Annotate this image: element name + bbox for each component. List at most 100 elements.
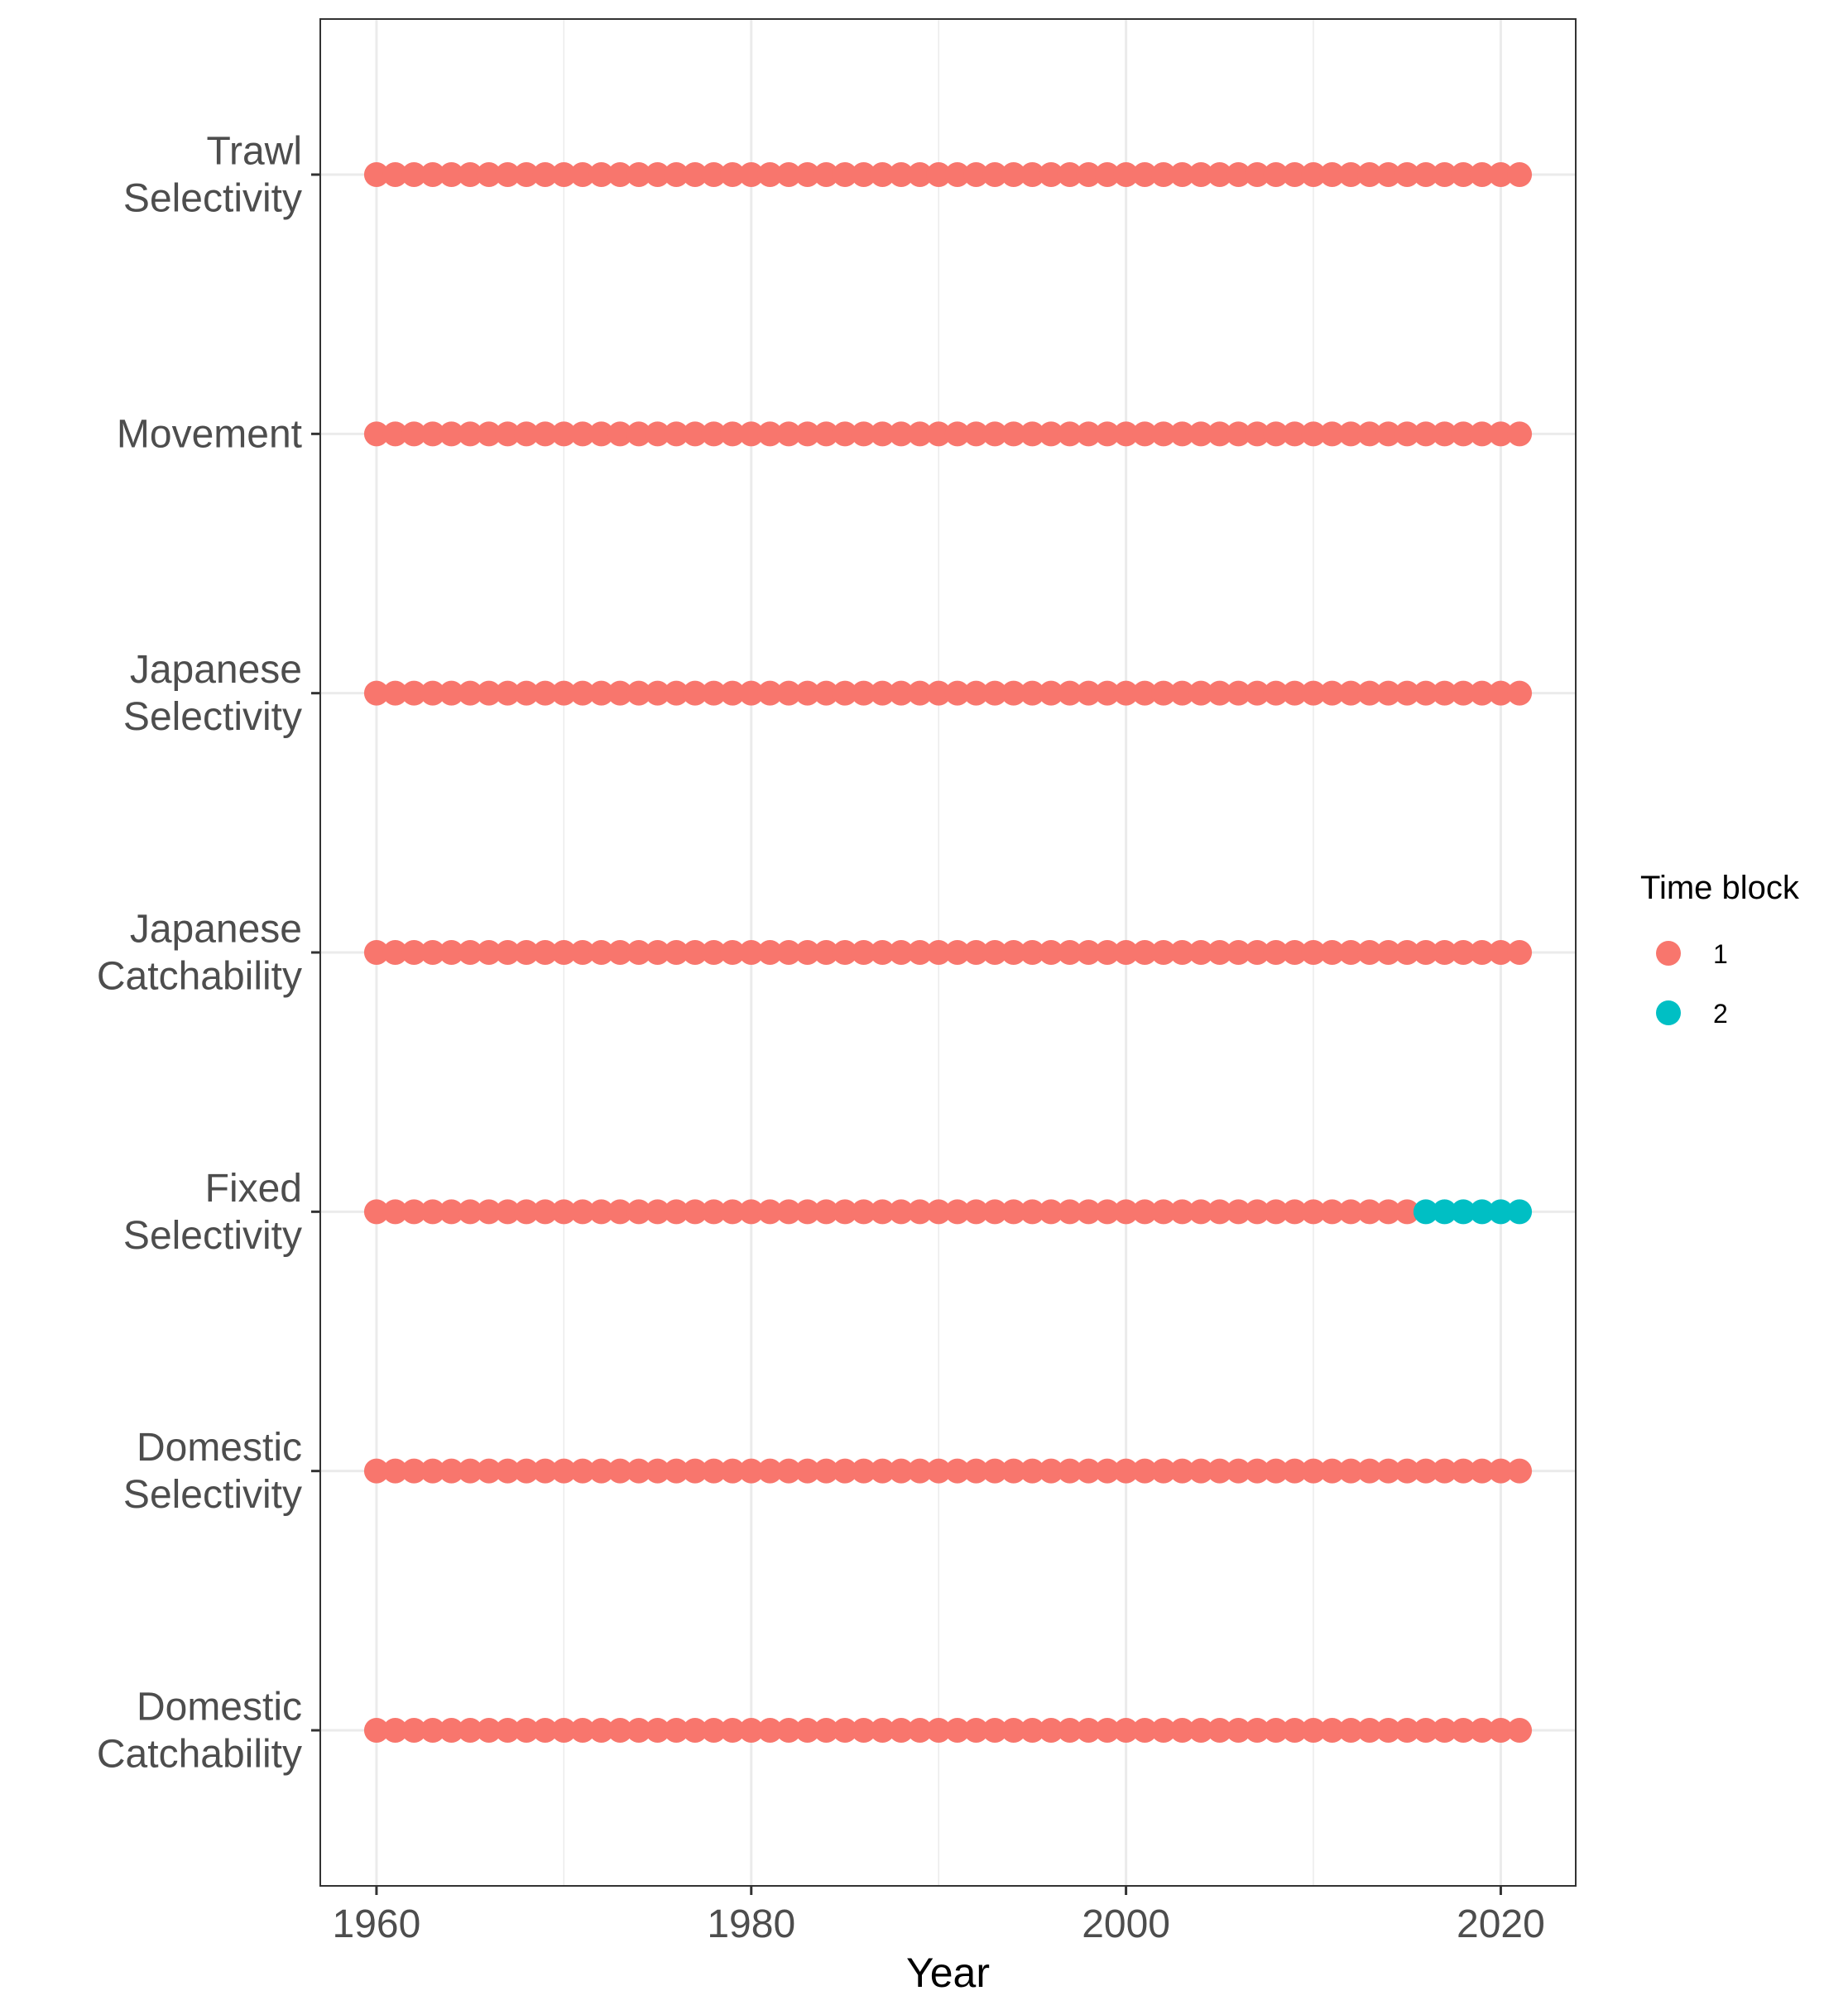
data-point bbox=[1132, 680, 1158, 706]
data-point bbox=[1169, 940, 1195, 965]
data-point bbox=[907, 162, 933, 187]
data-point bbox=[476, 162, 502, 187]
data-point bbox=[495, 1718, 521, 1743]
data-point bbox=[1338, 680, 1364, 706]
data-point bbox=[645, 1199, 670, 1225]
data-point bbox=[495, 1199, 521, 1225]
data-point bbox=[738, 421, 764, 447]
data-point bbox=[1394, 940, 1420, 965]
data-point bbox=[1356, 421, 1382, 447]
data-point bbox=[907, 1199, 933, 1225]
data-point bbox=[532, 1718, 558, 1743]
data-point bbox=[1319, 1718, 1345, 1743]
data-point bbox=[1132, 1458, 1158, 1484]
data-point bbox=[1507, 1458, 1533, 1484]
data-point bbox=[701, 1718, 727, 1743]
data-point bbox=[532, 680, 558, 706]
data-point bbox=[1001, 421, 1026, 447]
data-point bbox=[1263, 1458, 1289, 1484]
data-point bbox=[1356, 940, 1382, 965]
data-point bbox=[645, 162, 670, 187]
data-point bbox=[607, 940, 633, 965]
data-point bbox=[532, 162, 558, 187]
data-point bbox=[645, 1458, 670, 1484]
y-tick-label: Japanese Selectivity bbox=[123, 648, 302, 739]
data-point bbox=[1094, 162, 1120, 187]
data-point bbox=[1076, 680, 1102, 706]
data-point bbox=[1469, 1458, 1495, 1484]
data-point bbox=[682, 940, 708, 965]
data-point bbox=[907, 1458, 933, 1484]
data-point bbox=[645, 1718, 670, 1743]
x-axis: 1960 1980 2000 2020 bbox=[333, 1886, 1545, 1946]
data-point bbox=[1413, 1718, 1438, 1743]
data-point bbox=[832, 1199, 857, 1225]
data-point bbox=[1039, 1718, 1064, 1743]
data-point bbox=[1432, 1718, 1457, 1743]
data-point bbox=[1132, 162, 1158, 187]
data-point bbox=[1432, 162, 1457, 187]
data-point bbox=[1076, 940, 1102, 965]
data-point bbox=[664, 940, 689, 965]
data-point bbox=[1132, 940, 1158, 965]
data-point bbox=[1451, 680, 1476, 706]
data-point bbox=[794, 162, 820, 187]
y-tick-label: Movement bbox=[117, 412, 302, 456]
data-point bbox=[363, 1718, 389, 1743]
data-point bbox=[626, 421, 651, 447]
data-point bbox=[1375, 421, 1401, 447]
data-point bbox=[551, 1718, 577, 1743]
data-point bbox=[1001, 1718, 1026, 1743]
data-point bbox=[1188, 1458, 1214, 1484]
data-point bbox=[738, 940, 764, 965]
data-point bbox=[1432, 940, 1457, 965]
data-point bbox=[1057, 421, 1082, 447]
x-tick-label: 1980 bbox=[707, 1902, 795, 1946]
data-point bbox=[363, 940, 389, 965]
data-point bbox=[1301, 1199, 1327, 1225]
data-point bbox=[551, 680, 577, 706]
data-point bbox=[720, 1458, 746, 1484]
data-point bbox=[382, 680, 408, 706]
data-point bbox=[963, 680, 989, 706]
data-point bbox=[1356, 1458, 1382, 1484]
data-point bbox=[1469, 680, 1495, 706]
y-tick-label: Domestic Catchability bbox=[97, 1686, 302, 1777]
data-point bbox=[851, 1458, 876, 1484]
data-point bbox=[551, 940, 577, 965]
data-point bbox=[794, 1199, 820, 1225]
data-point bbox=[1188, 680, 1214, 706]
data-point bbox=[1076, 162, 1102, 187]
data-point bbox=[1020, 162, 1045, 187]
data-point bbox=[1413, 421, 1438, 447]
data-point bbox=[1226, 162, 1251, 187]
data-point bbox=[1507, 680, 1533, 706]
data-point bbox=[1113, 1718, 1139, 1743]
data-point bbox=[982, 940, 1008, 965]
data-point bbox=[588, 1718, 614, 1743]
data-point bbox=[794, 680, 820, 706]
legend-key bbox=[1656, 941, 1681, 966]
data-point bbox=[776, 1199, 802, 1225]
data-point bbox=[1469, 940, 1495, 965]
data-point bbox=[1207, 1718, 1232, 1743]
data-point bbox=[1150, 421, 1176, 447]
data-point bbox=[363, 680, 389, 706]
data-point bbox=[607, 162, 633, 187]
data-point bbox=[1226, 1718, 1251, 1743]
legend-key bbox=[1656, 1000, 1681, 1025]
data-point bbox=[907, 680, 933, 706]
data-point bbox=[1150, 680, 1176, 706]
data-point bbox=[832, 940, 857, 965]
data-point bbox=[1226, 421, 1251, 447]
data-point bbox=[963, 940, 989, 965]
data-point bbox=[870, 421, 895, 447]
data-point bbox=[1207, 1199, 1232, 1225]
data-point bbox=[645, 940, 670, 965]
data-point bbox=[1020, 1199, 1045, 1225]
data-point bbox=[1319, 421, 1345, 447]
data-point bbox=[1375, 1718, 1401, 1743]
data-point bbox=[1282, 940, 1308, 965]
data-point bbox=[814, 1199, 839, 1225]
data-point bbox=[532, 1458, 558, 1484]
